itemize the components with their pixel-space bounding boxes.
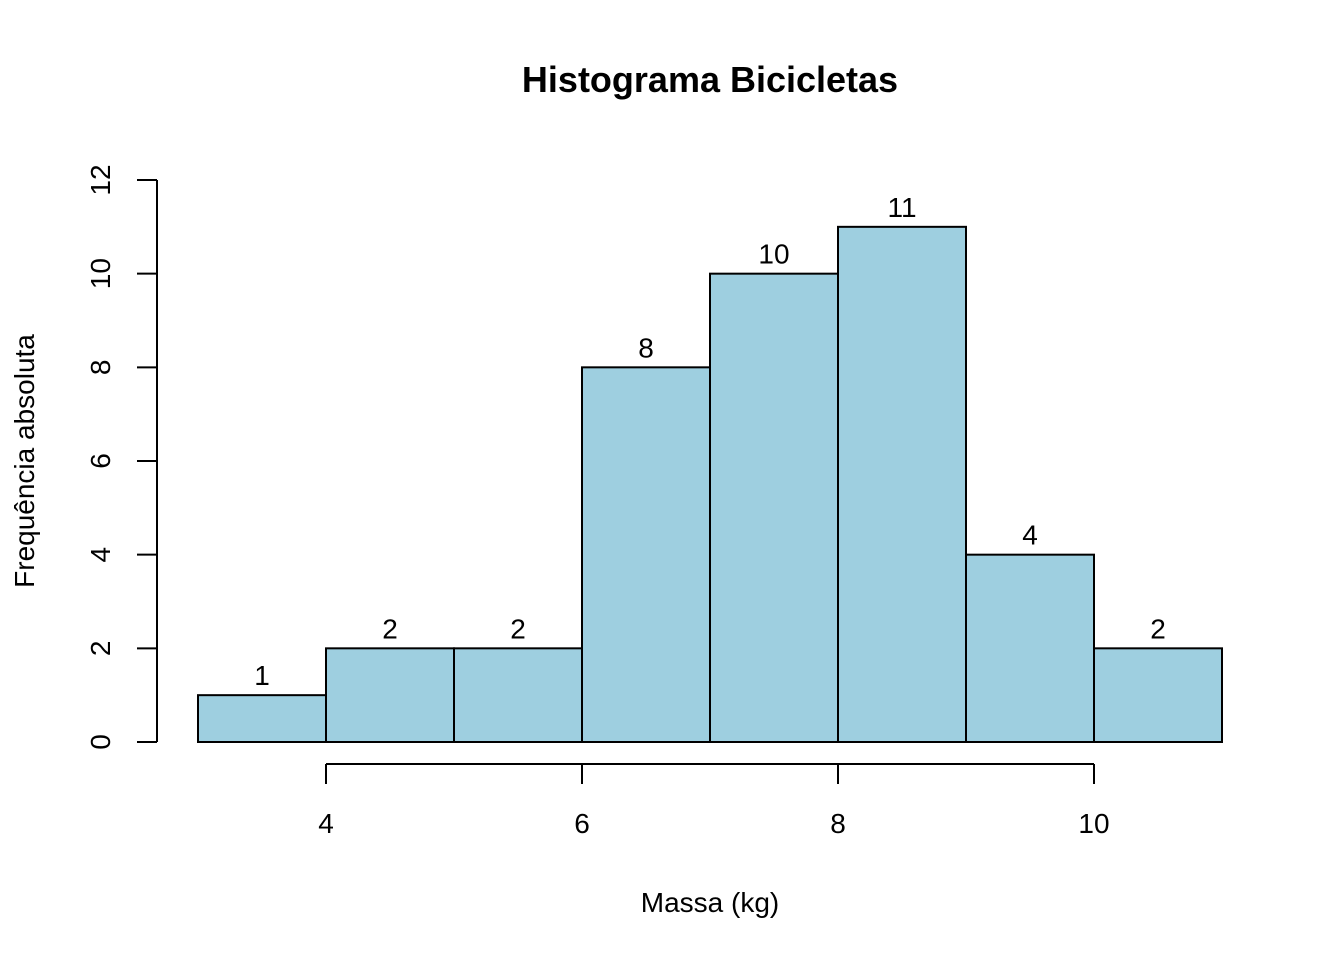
x-tick-label: 4 [318, 808, 334, 839]
y-tick-label: 0 [85, 734, 116, 750]
bar-count-label: 11 [887, 192, 916, 223]
y-axis: 0 2 4 6 8 10 12 [85, 164, 158, 750]
bar-6-7 [581, 366, 711, 743]
x-tick-label: 6 [574, 808, 590, 839]
y-tick-label: 4 [85, 547, 116, 563]
bar-7-8 [709, 272, 839, 743]
bar-count-label: 10 [758, 239, 789, 270]
bar-4-5 [325, 647, 455, 743]
bar-10-11 [1093, 647, 1223, 743]
chart-title: Histograma Bicicletas [522, 59, 898, 100]
y-tick-label: 6 [85, 453, 116, 469]
y-tick-label: 12 [85, 164, 116, 195]
x-tick-label: 10 [1078, 808, 1109, 839]
y-tick-label: 2 [85, 641, 116, 657]
count-labels-group: 1 2 2 8 10 11 4 2 [254, 192, 1166, 691]
x-axis: 4 6 8 10 [318, 763, 1110, 839]
bars-group [197, 225, 1223, 744]
bar-9-10 [965, 553, 1095, 744]
y-tick-label: 8 [85, 360, 116, 376]
x-tick-label: 8 [830, 808, 846, 839]
bar-5-6 [453, 647, 583, 743]
bar-count-label: 4 [1022, 520, 1038, 551]
x-axis-label: Massa (kg) [641, 887, 779, 918]
bar-count-label: 2 [510, 613, 526, 644]
bar-count-label: 1 [254, 660, 270, 691]
bar-count-label: 2 [1150, 613, 1166, 644]
y-axis-label: Frequência absoluta [9, 334, 40, 588]
y-tick-label: 10 [85, 258, 116, 289]
bar-8-9 [837, 225, 967, 744]
bar-3-4 [197, 694, 327, 744]
bar-count-label: 8 [638, 332, 654, 363]
bar-count-label: 2 [382, 613, 398, 644]
